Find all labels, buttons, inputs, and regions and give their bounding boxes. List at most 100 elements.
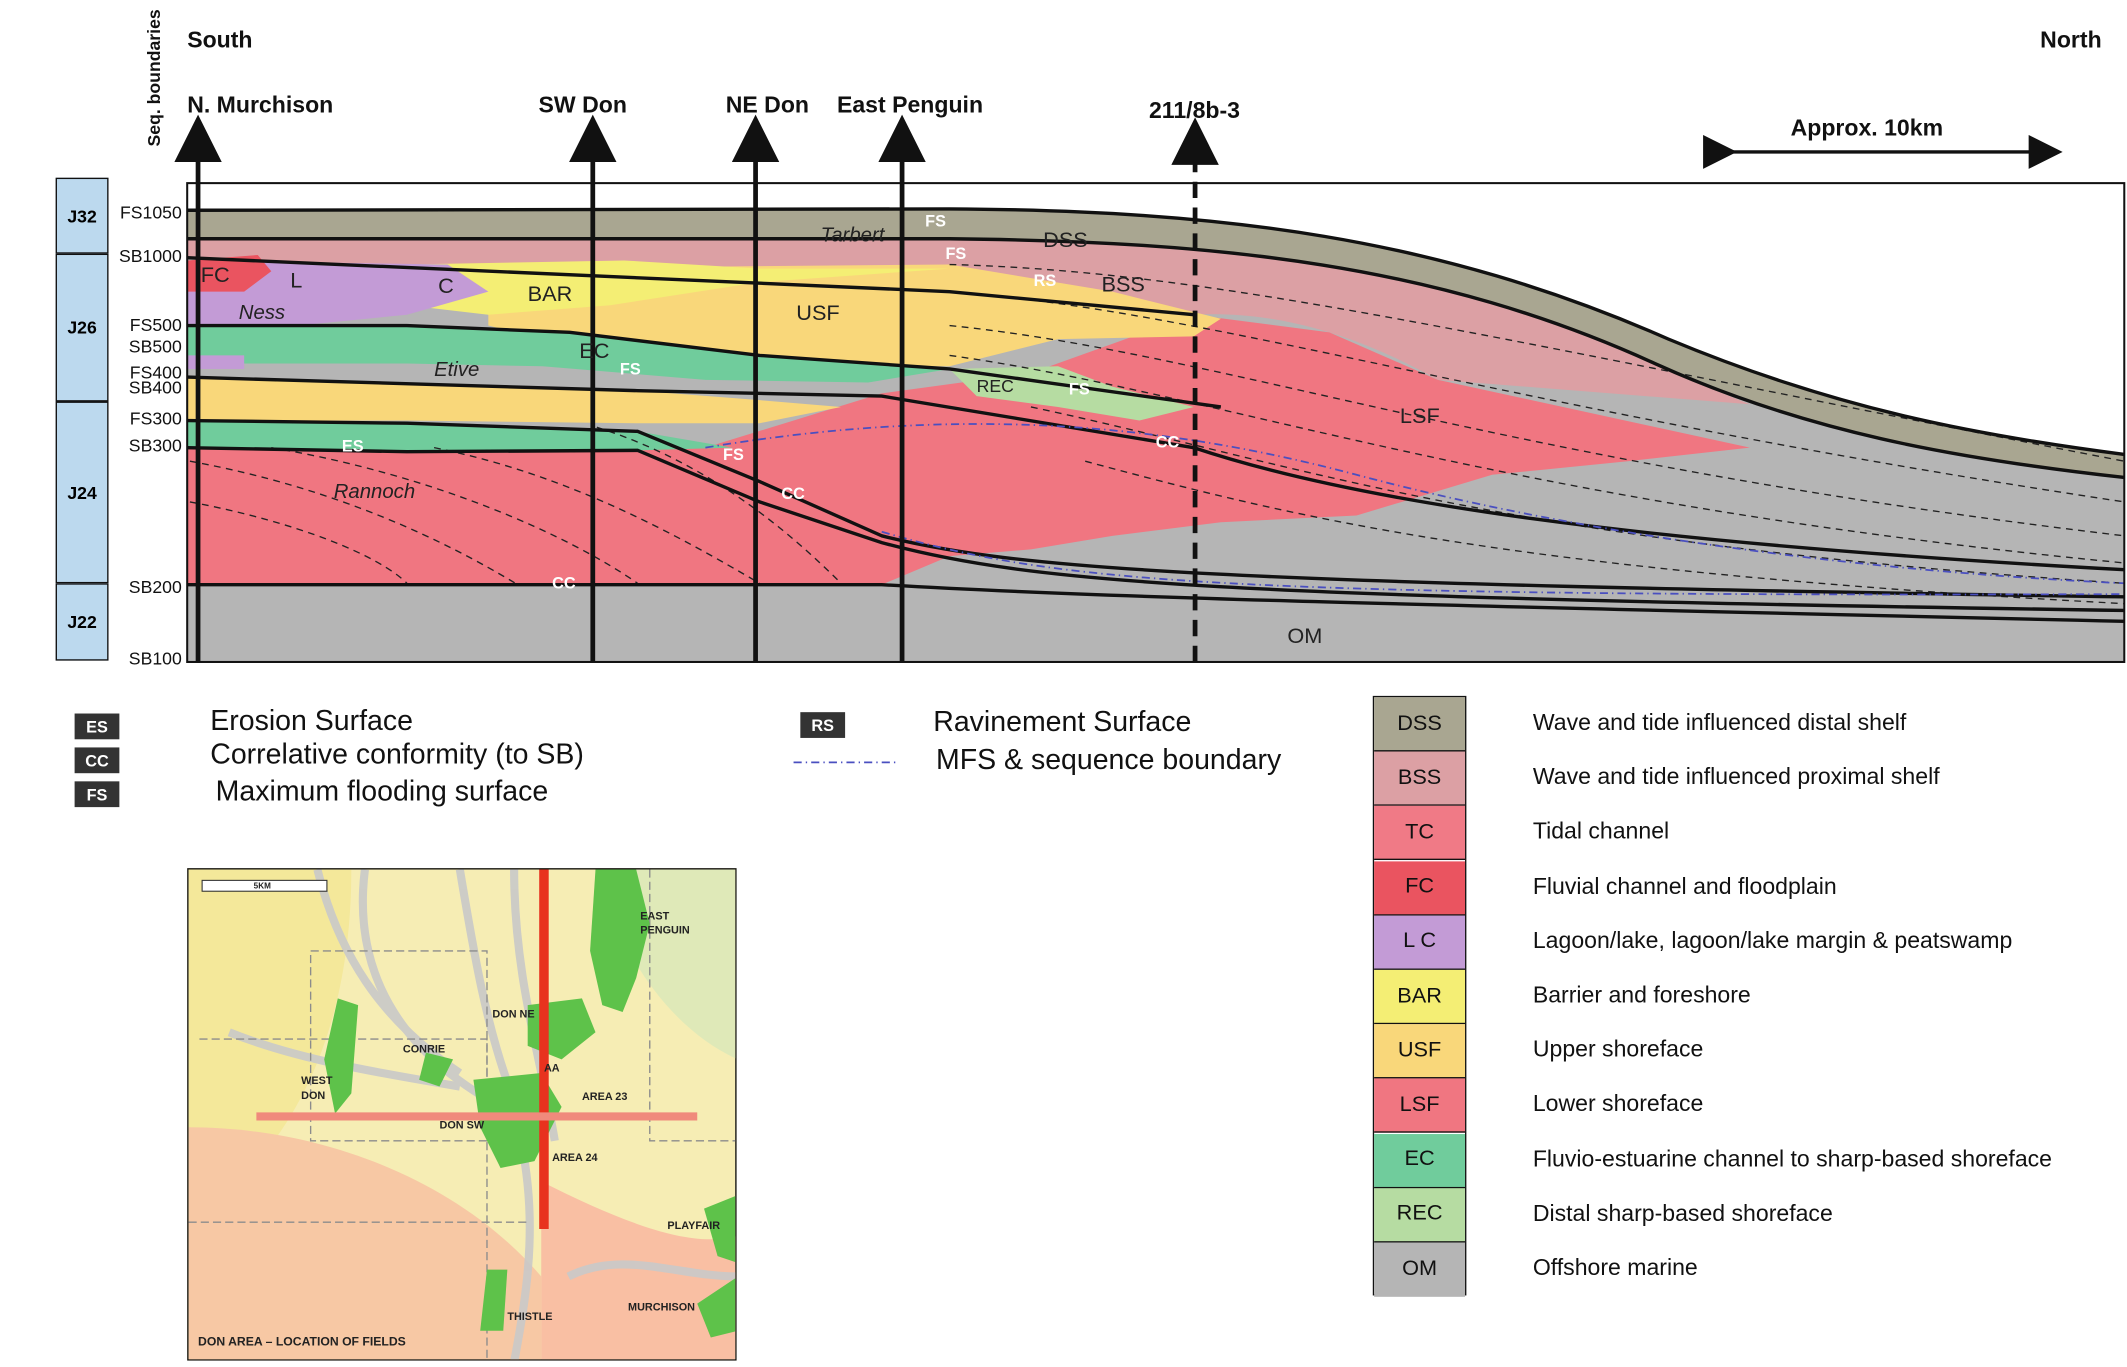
legend-swatch-fc: FC [1374,860,1466,916]
well-label-east-penguin: East Penguin [836,92,984,119]
formation-rannoch: Rannoch [333,480,416,504]
legend-text-rec: Distal sharp-based shoreface [1532,1200,1833,1227]
surface-cc: CC [781,484,805,504]
legend-swatch-bar: BAR [1374,969,1466,1025]
location-map-svg [188,869,736,1360]
south-label: South [187,27,253,53]
symbol-es-text: Erosion Surface [210,705,413,737]
field-thistle [480,1269,508,1331]
boundary-sb500: SB500 [128,336,182,357]
legend-swatch-ec: EC [1374,1133,1466,1188]
surface-fs: FS [945,244,967,264]
facies-rec: REC [976,375,1014,397]
map-label-don-sw: DON SW [439,1119,485,1132]
map-label-east-penguin: EAST PENGUIN [640,910,690,936]
legend-swatch-dss: DSS [1374,697,1466,752]
facies-ec: EC [579,340,610,364]
field-east-penguin [590,869,650,1012]
zone-j26: J26 [55,253,109,402]
zone-j22: J22 [55,583,109,661]
map-label-area-23: AREA 23 [581,1090,628,1103]
zone-j24: J24 [55,401,109,584]
legend-swatch-om: OM [1374,1242,1466,1297]
well-label-ne-don: NE Don [725,92,810,119]
legend-text-om: Offshore marine [1532,1254,1698,1281]
map-label-west-don: WEST DON [301,1074,333,1102]
surface-es: ES [341,436,364,456]
map-scale-text: 5KM [253,883,271,892]
zone-j32: J32 [55,177,109,254]
map-label-area-24: AREA 24 [552,1151,598,1164]
field-west-don [324,998,359,1114]
facies-bss: BSS [1101,274,1145,298]
boundary-fs1050: FS1050 [119,202,182,223]
cross-section [174,114,2126,663]
legend-swatch-rec: REC [1374,1188,1466,1243]
map-label-playfair: PLAYFAIR [667,1219,721,1232]
legend-text-bss: Wave and tide influenced proximal shelf [1532,763,1940,790]
surface-fs: FS [1068,379,1090,399]
symbol-rs-box: RS [800,712,846,738]
map-label-don-ne: DON NE [492,1007,535,1021]
surface-cc: CC [552,573,576,593]
boundary-sb400: SB400 [128,377,182,398]
facies-bar: BAR [527,283,573,307]
formation-tarbert: Tarbert [820,223,885,247]
facies-lsf: LSF [1399,405,1440,429]
mfs-text: MFS & sequence boundary [935,744,1282,776]
legend-swatch-lc: L C [1374,915,1466,970]
boundary-fs300: FS300 [129,408,182,429]
well-label-sw-don: SW Don [538,92,627,119]
symbol-fs-box: FS [74,781,120,808]
map-label-conrie: CONRIE [402,1043,446,1056]
boundary-fs400: FS400 [129,362,182,383]
legend-swatch-bss: BSS [1374,751,1466,807]
dss-fill [187,208,2125,478]
formation-ness: Ness [238,301,286,325]
legend-swatch-lsf: LSF [1374,1078,1466,1134]
field-conrie [419,1052,454,1087]
surface-rs: RS [1033,271,1057,291]
location-map: 5KM EAST PENGUIN DON NE CONRIE WEST DON … [187,868,737,1361]
mfs-line-sample [793,761,900,764]
map-label-thistle: THISTLE [507,1310,553,1323]
fc-fill [187,255,272,292]
surface-fs: FS [723,444,744,464]
facies-l: L [290,269,303,294]
boundary-sb200: SB200 [128,576,182,597]
facies-fc: FC [200,264,230,288]
legend-text-fc: Fluvial channel and floodplain [1532,873,1837,899]
bss-fill [187,238,1750,405]
north-label: North [2040,27,2102,53]
facies-dss: DSS [1043,229,1088,253]
legend-text-bar: Barrier and foreshore [1532,982,1751,1008]
map-label-area: AA [543,1062,560,1075]
field-murchison [697,1278,736,1338]
symbol-es-box: ES [74,713,120,740]
legend-text-tc: Tidal channel [1532,818,1670,845]
legend-swatch-usf: USF [1374,1024,1466,1079]
legend-swatch-tc: TC [1374,806,1466,861]
map-label-murchison: MURCHISON [628,1300,695,1314]
field-playfair [704,1196,736,1262]
rec-fill [949,366,1194,421]
legend-text-lc: Lagoon/lake, lagoon/lake margin & peatsw… [1532,927,2013,954]
legend-text-ec: Fluvio-estuarine channel to sharp-based … [1532,1145,2053,1172]
boundary-sb300: SB300 [128,435,182,456]
formation-etive: Etive [434,358,480,382]
facies-c: C [438,275,454,299]
facies-om: OM [1287,625,1323,649]
legend-text-dss: Wave and tide influenced distal shelf [1532,709,1907,736]
boundary-sb1000: SB1000 [119,245,182,266]
legend-text-usf: Upper shoreface [1532,1036,1704,1063]
legend-text-lsf: Lower shoreface [1532,1091,1704,1117]
surface-cc: CC [1155,432,1180,452]
map-scale-bar [201,879,328,892]
facies-usf: USF [796,302,840,326]
well-label-n-murchison: N. Murchison [187,92,334,119]
symbol-cc-text: Correlative conformity (to SB) [210,739,584,771]
boundary-sb100: SB100 [128,648,182,669]
lsf-fill [187,314,1750,585]
ec-fill [187,325,950,383]
symbol-rs-text: Ravinement Surface [933,706,1192,738]
